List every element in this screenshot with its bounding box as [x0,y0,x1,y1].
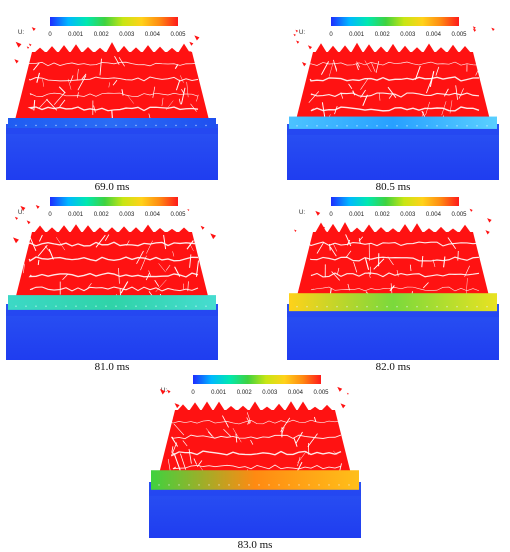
base-block [6,295,218,360]
colorbar-gradient [331,197,459,206]
colorbar-tick-label: 0 [48,212,52,218]
colorbar-tick-label: 0.001 [349,212,365,218]
colorbar-symbol: U: [18,30,24,36]
colorbar-symbol: U: [18,210,24,216]
colorbar-tick-label: 0.004 [426,212,442,218]
colorbar-tick-label: 0.002 [375,212,391,218]
colorbar-tick-label: 0 [329,32,333,38]
fractured-body [157,401,353,482]
colorbar-tick-label: 0.003 [400,212,416,218]
colorbar-tick-label: 0.003 [262,390,278,396]
colorbar-tick-label: 0.004 [145,212,161,218]
displacement-contour-plot: U: 0 0.001 0.002 0.003 0.004 0.005 [285,192,501,360]
colorbar: U: 0 0.001 0.002 0.003 0.004 0.005 [299,197,467,218]
colorbar-tick-label: 0.001 [68,32,84,38]
colorbar-tick-label: 0.005 [170,212,186,218]
colorbar-tick-label: 0.004 [288,390,304,396]
colorbar-tick-label: 0.005 [170,32,186,38]
colorbar-gradient [50,197,178,206]
interface-layer [151,470,359,490]
displacement-contour-plot: U: 0 0.001 0.002 0.003 0.004 0.005 [4,192,220,360]
colorbar-tick-label: 0.003 [119,212,135,218]
colorbar-tick-label: 0.001 [211,390,227,396]
colorbar-tick-label: 0 [48,32,52,38]
fractured-body [14,224,210,304]
colorbar-tick-label: 0.004 [145,32,161,38]
interface-layer [8,295,216,310]
base-block [6,118,218,180]
interface-layer [8,118,216,128]
colorbar-tick-label: 0.002 [94,212,110,218]
colorbar-gradient [331,17,459,26]
colorbar-tick-label: 0.003 [119,32,135,38]
colorbar-symbol: U: [299,210,305,216]
colorbar-gradient [193,375,321,384]
colorbar-tick-label: 0.005 [313,390,329,396]
colorbar-tick-label: 0.002 [237,390,253,396]
colorbar-tick-label: 0.004 [426,32,442,38]
colorbar-tick-label: 0.001 [68,212,84,218]
interface-layer [289,293,497,311]
colorbar-symbol: U: [299,30,305,36]
displacement-contour-plot: U: 0 0.001 0.002 0.003 0.004 0.005 [4,12,220,180]
colorbar-tick-label: 0.005 [451,212,467,218]
colorbar: U: 0 0.001 0.002 0.003 0.004 0.005 [18,17,186,38]
fractured-body [295,222,491,304]
base-block [149,470,361,538]
interface-layer [289,117,497,129]
displacement-contour-plot: U: 0 0.001 0.002 0.003 0.004 0.005 [285,12,501,180]
colorbar-tick-label: 0.003 [400,32,416,38]
colorbar-tick-label: 0 [191,390,195,396]
colorbar-tick-label: 0 [329,212,333,218]
colorbar-tick-label: 0.002 [375,32,391,38]
colorbar: U: 0 0.001 0.002 0.003 0.004 0.005 [18,197,186,218]
base-block [287,293,499,360]
colorbar: U: 0 0.001 0.002 0.003 0.004 0.005 [299,17,467,38]
fractured-body [295,43,491,124]
colorbar-tick-label: 0.005 [451,32,467,38]
base-block [287,117,499,180]
colorbar-tick-label: 0.002 [94,32,110,38]
colorbar-gradient [50,17,178,26]
colorbar-tick-label: 0.001 [349,32,365,38]
